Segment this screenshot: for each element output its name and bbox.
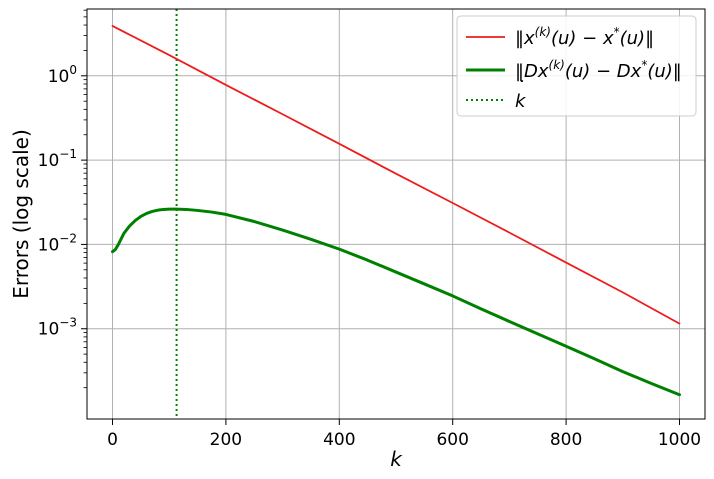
legend-box — [456, 15, 697, 117]
x-tick-label: 1000 — [658, 430, 701, 450]
plot-frame — [86, 8, 706, 420]
axis-ticks: 0 200 400 600 800 1000 100 10−1 10−2 10−3 — [38, 9, 701, 450]
y-tick-label: 10−1 — [38, 147, 77, 171]
x-tick-label: 200 — [210, 430, 242, 450]
x-tick-label: 0 — [107, 430, 118, 450]
series-layer — [111, 9, 681, 419]
legend-label-dx-error: ‖Dx(k)(u) − Dx*(u)‖ — [515, 58, 682, 82]
x-axis-label: k — [390, 447, 403, 471]
series-line-dx-error — [111, 207, 681, 397]
legend-label-k-dot: k — [515, 91, 527, 112]
x-tick-label: 600 — [436, 430, 468, 450]
legend-label-x-error: ‖x(k)(u) − x*(u)‖ — [515, 25, 654, 49]
y-axis-label: Errors (log scale) — [9, 129, 33, 299]
y-tick-label: 10−2 — [38, 231, 77, 255]
legend: ‖x(k)(u) − x*(u)‖ ‖Dx(k)(u) − Dx*(u)‖ k … — [456, 15, 697, 117]
x-tick-label: 400 — [323, 430, 355, 450]
series-line-x-error — [111, 25, 681, 325]
y-tick-label: 100 — [48, 63, 77, 87]
legend-label-k-dot-accent: ˙ — [516, 78, 525, 99]
y-tick-label: 10−3 — [38, 316, 77, 340]
x-tick-label: 800 — [550, 430, 582, 450]
